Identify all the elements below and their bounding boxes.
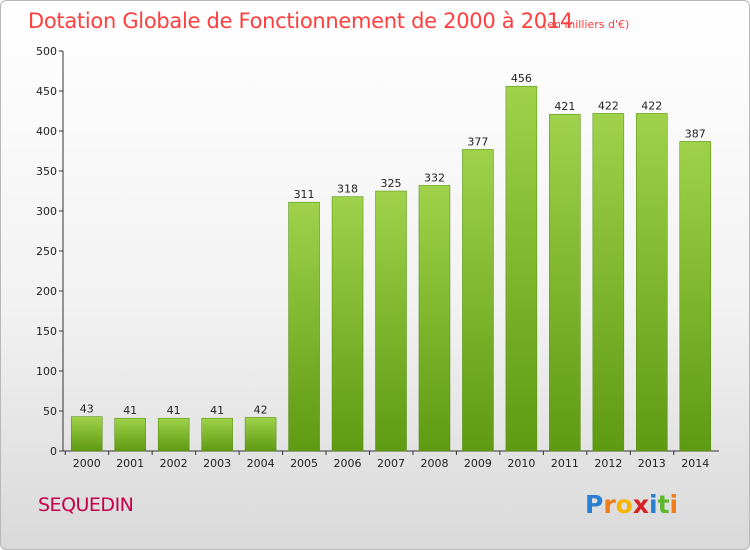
bar-value-label: 42 [254,403,268,416]
x-tick-label: 2007 [377,457,405,470]
bar-value-label: 311 [294,188,315,201]
x-tick-label: 2008 [420,457,448,470]
y-tick-label: 400 [36,125,57,138]
x-tick-label: 2014 [681,457,709,470]
x-tick-label: 2001 [116,457,144,470]
bar [375,190,407,452]
x-tick-label: 2009 [464,457,492,470]
bar [505,85,538,452]
bar [201,417,233,452]
bar [462,149,494,452]
bar-value-label: 325 [381,177,402,190]
bar-value-label: 422 [598,99,619,112]
y-tick-label: 350 [36,165,57,178]
y-tick-label: 100 [36,365,57,378]
bar-value-label: 318 [337,183,358,196]
y-tick-label: 300 [36,205,57,218]
x-tick-label: 2012 [594,457,622,470]
x-tick-label: 2006 [334,457,362,470]
x-tick-label: 2013 [638,457,666,470]
bar-value-label: 43 [80,403,94,416]
x-tick-label: 2005 [290,457,318,470]
city-name: SEQUEDIN [38,494,134,516]
x-tick-label: 2010 [507,457,535,470]
bar-value-label: 387 [685,127,706,140]
chart-title: Dotation Globale de Fonctionnement de 20… [28,9,573,33]
chart-unit: (en milliers d'€) [543,18,630,31]
bar [331,196,364,452]
bar-value-label: 421 [554,100,575,113]
bar [592,113,625,452]
bar-value-label: 41 [210,404,224,417]
y-tick-label: 200 [36,285,57,298]
bar [636,113,668,452]
bar [114,417,146,452]
x-tick-label: 2002 [160,457,188,470]
bar [157,417,190,452]
y-tick-label: 500 [36,45,57,58]
bar-value-label: 422 [641,99,662,112]
x-tick-label: 2004 [247,457,275,470]
x-tick-label: 2003 [203,457,231,470]
y-tick-label: 50 [43,405,57,418]
proxiti-logo[interactable]: Proxiti [585,490,679,519]
x-tick-label: 2000 [73,457,101,470]
bar [288,201,320,452]
y-tick-label: 150 [36,325,57,338]
y-tick-label: 0 [50,445,57,458]
bar-value-label: 41 [167,404,181,417]
bar-value-label: 41 [123,404,137,417]
bar [70,416,103,452]
y-tick-label: 250 [36,245,57,258]
bar [244,417,277,452]
bar [549,113,581,452]
bar-value-label: 377 [467,135,488,148]
bar-value-label: 332 [424,171,445,184]
bar-value-label: 456 [511,72,532,85]
bar [679,141,712,452]
bar [418,185,451,452]
y-tick-label: 450 [36,85,57,98]
x-tick-label: 2011 [551,457,579,470]
